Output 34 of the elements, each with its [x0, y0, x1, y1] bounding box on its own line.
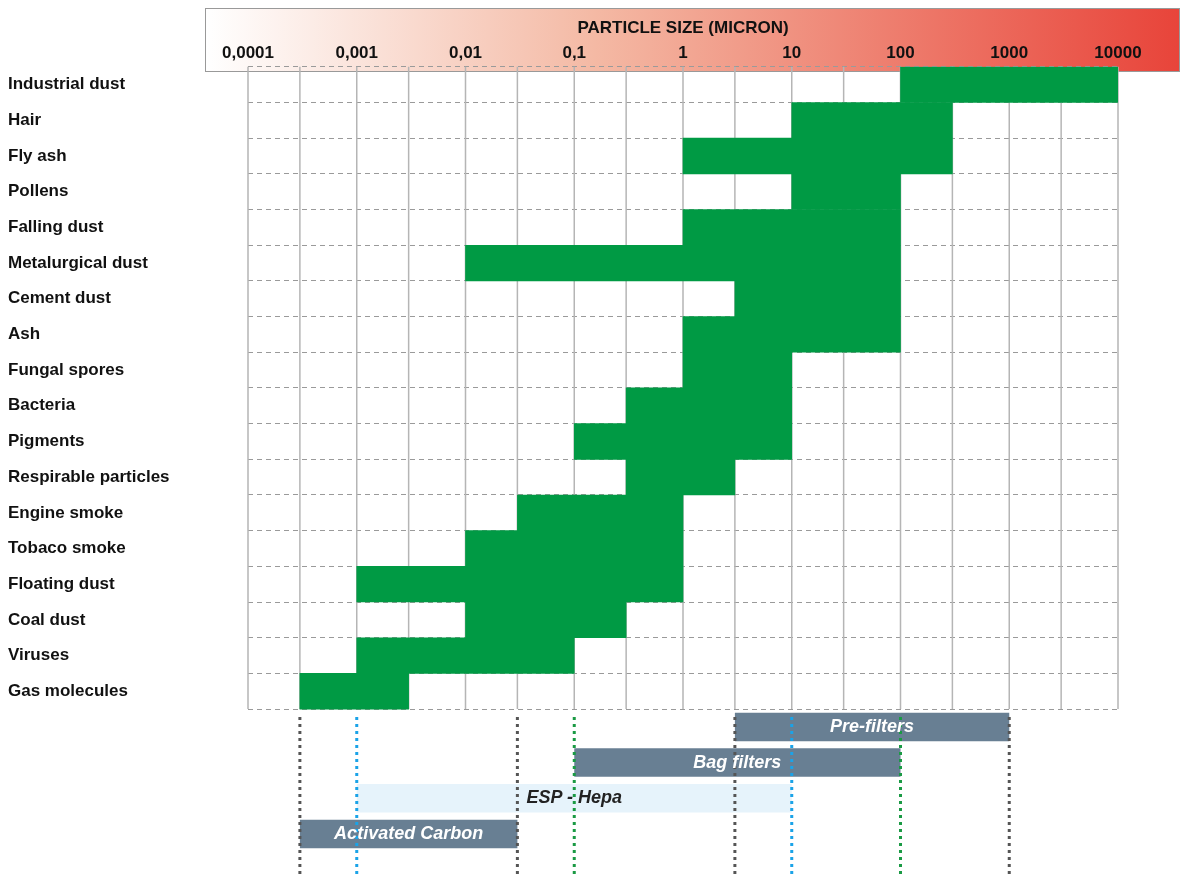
- data-label: Activated Carbon: [333, 822, 484, 843]
- x-axis-title: PARTICLE SIZE (MICRON): [577, 17, 789, 37]
- data-label: Pre-filters: [830, 715, 915, 736]
- y-tick-label: Tobaco smoke: [8, 538, 126, 558]
- y-tick-label: Pollens: [8, 181, 69, 201]
- x-tick-label: 0,0001: [222, 43, 274, 63]
- x-tick-label: 0,1: [562, 43, 587, 63]
- bar: [356, 784, 792, 813]
- y-tick-label: Cement dust: [8, 288, 112, 308]
- y-tick-label: Pigments: [8, 431, 85, 451]
- y-tick-label: Fungal spores: [8, 359, 125, 379]
- data-label: Bag filters: [693, 751, 782, 772]
- y-tick-label: Bacteria: [8, 395, 76, 415]
- y-tick-label: Hair: [8, 110, 42, 130]
- data-label: ESP - Hepa: [526, 787, 622, 808]
- y-tick-label: Respirable particles: [8, 466, 170, 486]
- bar: [574, 748, 901, 777]
- y-tick-label: Metalurgical dust: [8, 252, 149, 272]
- y-tick-label: Gas molecules: [8, 680, 129, 700]
- y-tick-label: Ash: [8, 324, 41, 344]
- x-tick-label: 10000: [1094, 43, 1142, 63]
- x-tick-label: 1000: [990, 43, 1029, 63]
- y-tick-label: Floating dust: [8, 573, 116, 593]
- x-tick-label: 10: [782, 43, 802, 63]
- x-tick-label: 0,01: [448, 43, 483, 63]
- x-tick-label: 100: [886, 43, 915, 63]
- x-tick-label: 1: [678, 43, 688, 63]
- y-tick-label: Viruses: [8, 645, 70, 665]
- y-tick-label: Coal dust: [8, 609, 86, 629]
- y-tick-label: Industrial dust: [8, 74, 126, 94]
- x-tick-label: 0,001: [335, 43, 379, 63]
- y-tick-label: Engine smoke: [8, 502, 124, 522]
- y-tick-label: Fly ash: [8, 145, 67, 165]
- y-tick-label: Falling dust: [8, 217, 104, 237]
